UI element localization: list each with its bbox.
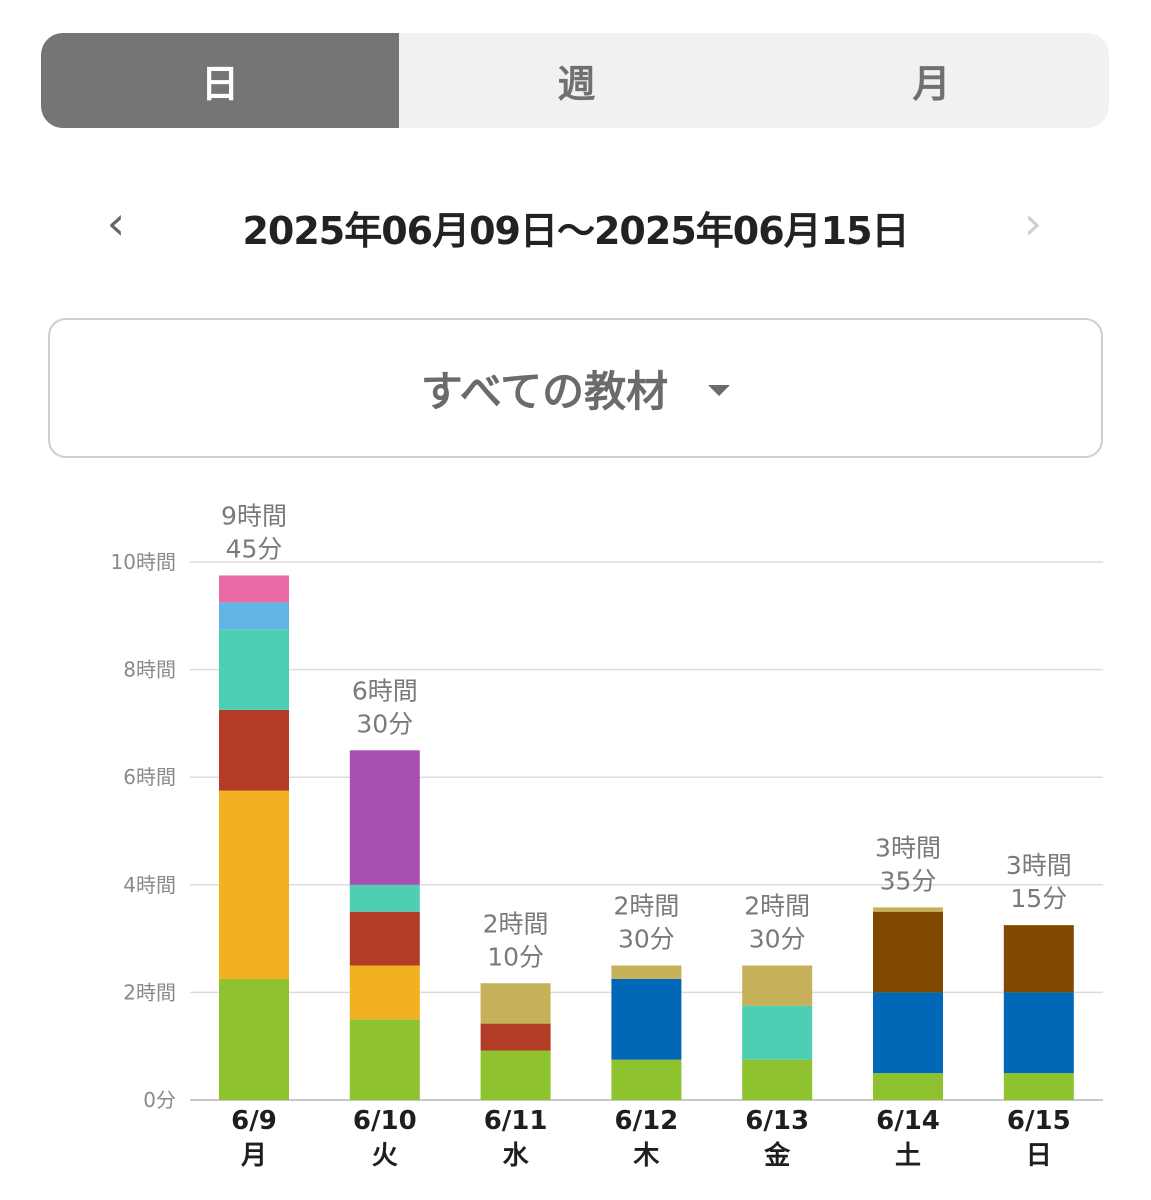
x-tick-weekday: 金 [763,1140,791,1171]
bar-segment [219,629,289,710]
bar-segment [219,790,289,979]
bar-segment [349,750,420,885]
bar-segment [480,983,551,1024]
bar-segment [873,911,943,993]
bar-total-hours: 3時間 [875,833,941,862]
material-select[interactable]: すべての教材 [48,318,1103,458]
tab-month[interactable]: 月 [912,62,951,106]
bar-segment [480,1023,551,1051]
bar-segment [873,992,943,1074]
y-tick-label: 4時間 [123,873,176,897]
material-select-label: すべての教材 [420,366,669,416]
x-tick-date: 6/9 [231,1106,277,1136]
y-tick-label: 6時間 [123,765,176,789]
period-tabs: 日 週 月 [41,33,1109,128]
bar-segment [1003,925,1074,993]
caret-down-icon [708,384,731,396]
bar-total-hours: 2時間 [744,892,810,921]
bar-segment [1003,1073,1074,1100]
bar-segment [349,1019,420,1100]
bar-segment [349,911,420,966]
x-tick-weekday: 月 [240,1141,267,1171]
bar-segment [349,965,420,1020]
bar-segment [742,965,813,1006]
bar-total-minutes: 30分 [618,925,675,954]
x-tick-weekday: 日 [1026,1141,1052,1171]
bar-segment [742,1059,813,1100]
bar-segment [219,978,289,1100]
x-tick-weekday: 土 [895,1141,921,1171]
y-tick-label: 10時間 [111,550,176,574]
bar-total-hours: 9時間 [221,501,287,530]
study-time-chart: 0分 2時間 4時間 6時間 8時間 10時間 45分 9時間 6/9 月 30分 6時間 6/10 火 1… [111,501,1103,1171]
bar-segment [611,978,682,1060]
bar-segment [742,1005,813,1060]
tab-day[interactable]: 日 [41,33,399,128]
y-tick-label: 2時間 [123,980,176,1004]
date-range-label: 2025年06月09日〜2025年06月15日 [242,209,909,253]
x-tick-weekday: 火 [372,1141,398,1171]
bar-total-hours: 2時間 [613,892,679,921]
bar-segment [1003,992,1074,1074]
x-tick-date: 6/13 [745,1106,809,1136]
bar-total-minutes: 30分 [356,709,413,738]
x-tick-weekday: 水 [503,1141,530,1171]
tab-week[interactable]: 週 [557,62,596,106]
x-tick-date: 6/10 [353,1106,417,1136]
bar-segment [480,1050,551,1100]
bar-segment [349,884,420,912]
chevron-right-icon[interactable]: › [1023,196,1043,250]
bar-total-hours: 3時間 [1006,851,1072,880]
bar-total-minutes: 15分 [1010,884,1067,913]
bar-segment [219,602,289,630]
x-tick-weekday: 木 [632,1141,659,1171]
bar-segment [611,1059,682,1100]
bar-total-minutes: 35分 [880,866,937,895]
bar-segment [611,965,682,979]
bar-total-hours: 2時間 [483,909,549,938]
bar-total-hours: 6時間 [352,676,418,705]
bar-segment [873,907,943,912]
bar-total-minutes: 30分 [749,925,806,954]
bar-segment [873,1073,943,1100]
y-tick-label: 8時間 [123,658,176,682]
bar-segment [219,575,289,603]
y-tick-label: 0分 [143,1088,176,1112]
x-tick-date: 6/11 [484,1106,548,1136]
bar-total-minutes: 10分 [487,942,544,971]
chevron-left-icon[interactable]: ‹ [106,196,126,250]
x-tick-date: 6/15 [1007,1106,1071,1136]
date-navigation: ‹ 2025年06月09日〜2025年06月15日 › [0,180,1151,270]
bar-total-minutes: 45分 [226,534,283,563]
x-tick-date: 6/14 [876,1106,940,1136]
x-tick-date: 6/12 [615,1106,679,1136]
bar-segment [219,709,289,791]
